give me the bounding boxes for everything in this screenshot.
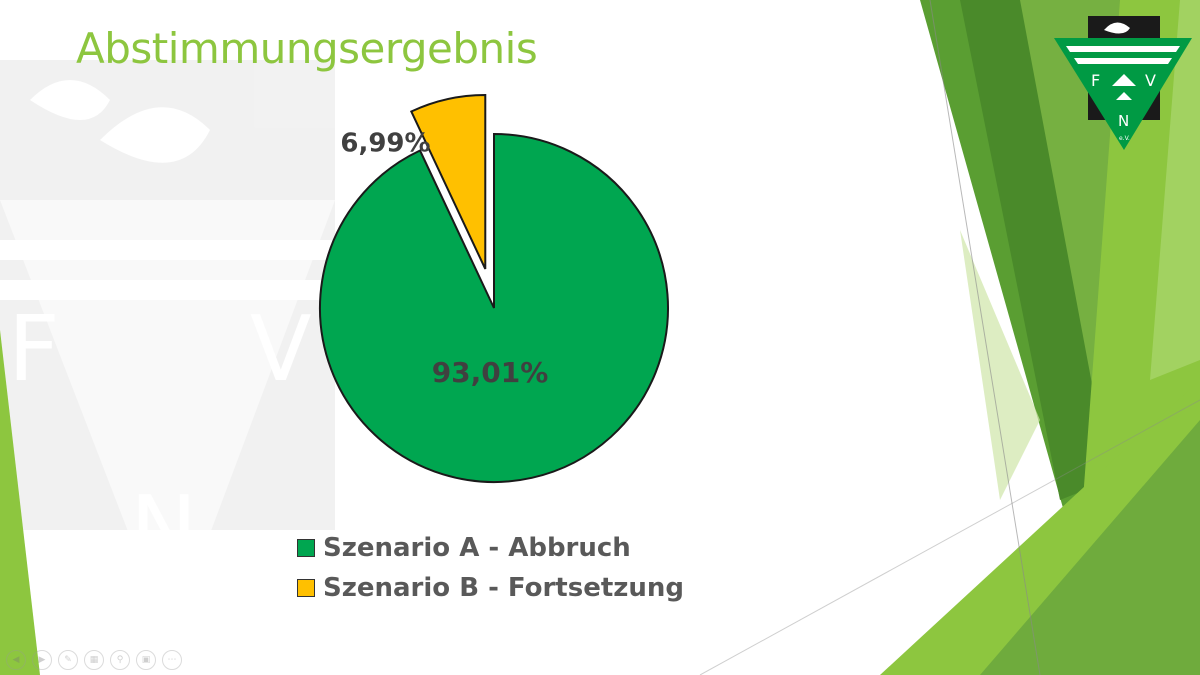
svg-text:F: F — [8, 297, 60, 402]
logo-letter-f: F — [1091, 71, 1100, 90]
logo-letter-v: V — [1145, 71, 1156, 90]
right-accent-shape-8 — [960, 230, 1040, 500]
subtitles-icon[interactable]: ▣ — [136, 650, 156, 670]
legend-swatch-b — [297, 579, 315, 597]
slides-icon[interactable]: ▦ — [84, 650, 104, 670]
data-label-a: 93,01% — [432, 356, 549, 389]
legend-label-b: Szenario B - Fortsetzung — [323, 573, 685, 603]
pie-slice-a — [319, 132, 670, 483]
data-label-b: 6,99% — [340, 129, 430, 159]
watermark-logo: F V N e.V. — [0, 60, 335, 640]
svg-text:N: N — [130, 477, 197, 582]
legend-item-b: Szenario B - Fortsetzung — [297, 568, 684, 608]
next-icon[interactable]: ▶ — [32, 650, 52, 670]
svg-text:V: V — [250, 297, 312, 402]
legend-swatch-a — [297, 539, 315, 557]
left-accent-shape — [0, 330, 40, 675]
decor-line-1 — [929, 0, 1041, 675]
right-accent-shape-3 — [960, 0, 1110, 500]
svg-text:e.V.: e.V. — [150, 583, 204, 618]
pie-slice-b — [409, 93, 487, 270]
right-accent-shape-7 — [1150, 0, 1200, 380]
right-accent-shape-6 — [980, 420, 1200, 675]
presenter-toolbar: ◀ ▶ ✎ ▦ ⚲ ▣ ⋯ — [6, 650, 182, 670]
legend-label-a: Szenario A - Abbruch — [323, 533, 631, 563]
pen-icon[interactable]: ✎ — [58, 650, 78, 670]
legend-item-a: Szenario A - Abbruch — [297, 528, 684, 568]
prev-icon[interactable]: ◀ — [6, 650, 26, 670]
decor-line-2 — [699, 399, 1200, 675]
fvn-logo: F V N e.V. — [1054, 16, 1192, 150]
zoom-icon[interactable]: ⚲ — [110, 650, 130, 670]
logo-letter-n: N — [1118, 112, 1129, 130]
logo-ev: e.V. — [1119, 135, 1130, 142]
chart-legend: Szenario A - Abbruch Szenario B - Fortse… — [297, 528, 684, 608]
more-icon[interactable]: ⋯ — [162, 650, 182, 670]
slide-title: Abstimmungsergebnis — [76, 24, 538, 73]
